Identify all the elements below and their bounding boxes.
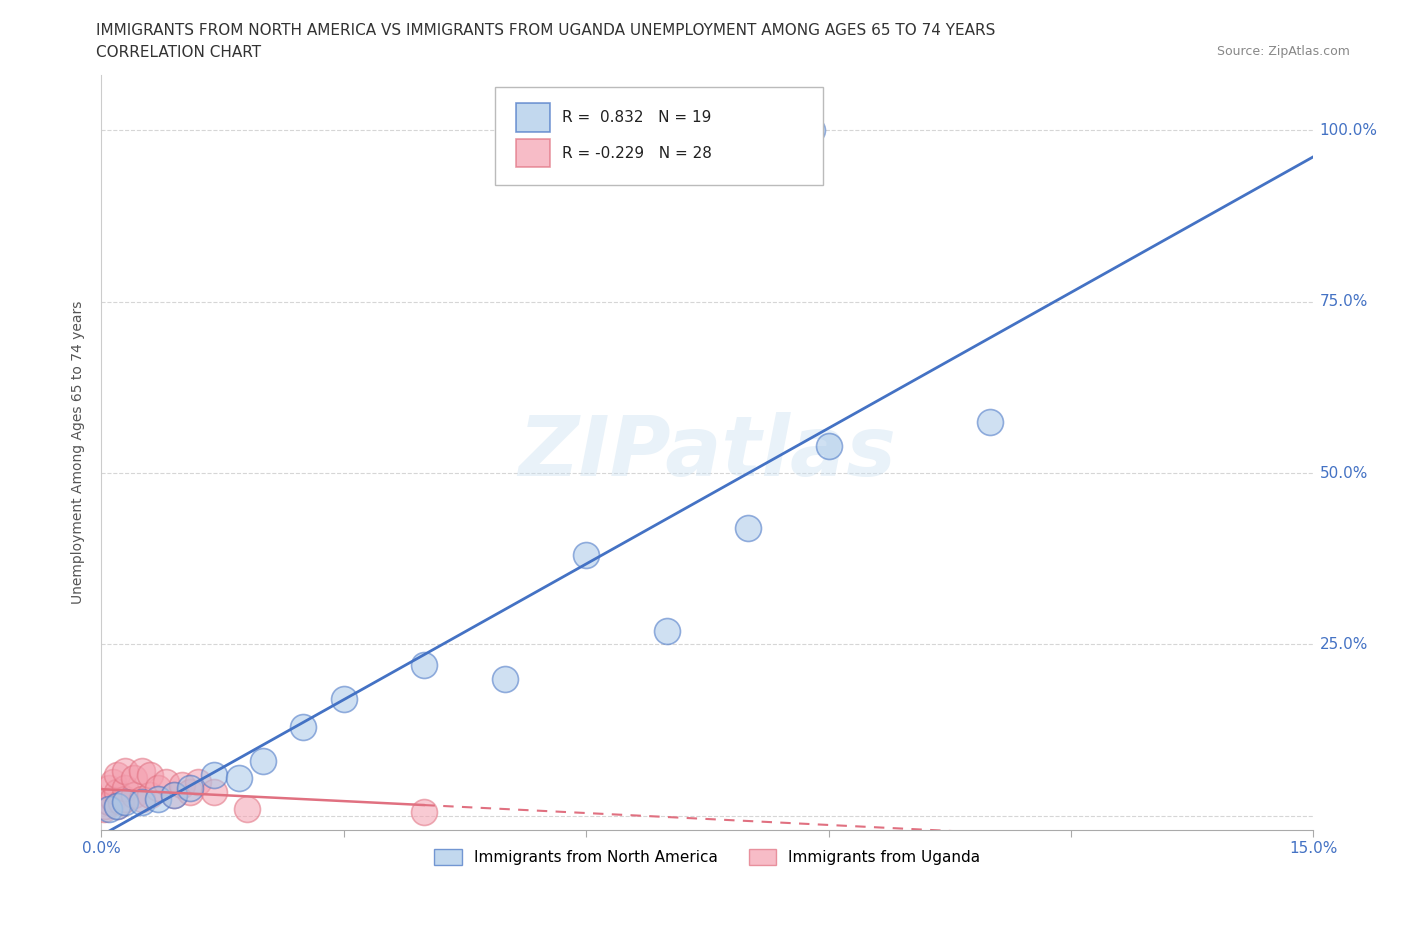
Point <box>413 805 436 820</box>
Text: R =  0.832   N = 19: R = 0.832 N = 19 <box>562 110 711 126</box>
Point <box>114 781 136 796</box>
Point <box>979 414 1001 429</box>
Point <box>252 753 274 768</box>
Text: 75.0%: 75.0% <box>1320 294 1368 309</box>
Point <box>105 767 128 782</box>
Text: Source: ZipAtlas.com: Source: ZipAtlas.com <box>1216 45 1350 58</box>
Point <box>98 802 121 817</box>
Point <box>114 795 136 810</box>
FancyBboxPatch shape <box>516 103 550 132</box>
Point <box>105 798 128 813</box>
Point <box>163 788 186 803</box>
Point <box>138 788 160 803</box>
Point <box>202 784 225 799</box>
Text: 25.0%: 25.0% <box>1320 637 1368 652</box>
Point <box>98 781 121 796</box>
Point <box>105 784 128 799</box>
Point <box>170 777 193 792</box>
Point <box>122 771 145 786</box>
Point <box>93 802 115 817</box>
Point <box>131 764 153 778</box>
Text: IMMIGRANTS FROM NORTH AMERICA VS IMMIGRANTS FROM UGANDA UNEMPLOYMENT AMONG AGES : IMMIGRANTS FROM NORTH AMERICA VS IMMIGRA… <box>96 23 995 38</box>
Legend: Immigrants from North America, Immigrants from Uganda: Immigrants from North America, Immigrant… <box>429 843 987 871</box>
Point <box>163 788 186 803</box>
FancyBboxPatch shape <box>516 139 550 167</box>
Text: ZIPatlas: ZIPatlas <box>519 412 896 493</box>
Point <box>292 719 315 734</box>
Point <box>103 774 125 789</box>
Point <box>146 781 169 796</box>
Point <box>138 767 160 782</box>
Point <box>122 788 145 803</box>
Point <box>105 798 128 813</box>
FancyBboxPatch shape <box>495 86 823 185</box>
Point <box>94 798 117 813</box>
Point <box>228 771 250 786</box>
Point <box>817 438 839 453</box>
Text: R = -0.229   N = 28: R = -0.229 N = 28 <box>562 146 711 161</box>
Point <box>235 802 257 817</box>
Point <box>494 671 516 686</box>
Point <box>655 623 678 638</box>
Point <box>202 767 225 782</box>
Point <box>131 791 153 806</box>
Point <box>187 774 209 789</box>
Point <box>332 692 354 707</box>
Point <box>98 795 121 810</box>
Point <box>110 795 132 810</box>
Point <box>114 791 136 806</box>
Point <box>146 791 169 806</box>
Point <box>131 795 153 810</box>
Point <box>179 781 201 796</box>
Y-axis label: Unemployment Among Ages 65 to 74 years: Unemployment Among Ages 65 to 74 years <box>72 300 86 604</box>
Text: 100.0%: 100.0% <box>1320 123 1378 138</box>
Point <box>737 521 759 536</box>
Point <box>103 791 125 806</box>
Point <box>801 123 824 138</box>
Point <box>114 764 136 778</box>
Point <box>155 774 177 789</box>
Text: CORRELATION CHART: CORRELATION CHART <box>96 45 260 60</box>
Point <box>413 658 436 672</box>
Point <box>179 784 201 799</box>
Text: 50.0%: 50.0% <box>1320 466 1368 481</box>
Point <box>575 548 598 563</box>
